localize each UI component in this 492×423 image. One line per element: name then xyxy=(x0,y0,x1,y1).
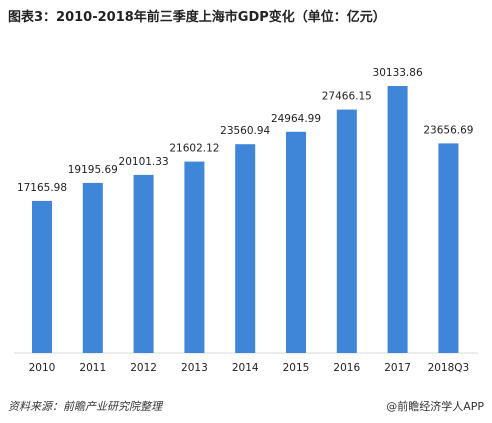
tick-labels-layer: 2010 2011 2012 2013 2014 2015 2016 2017 2018Q3 xyxy=(29,362,470,374)
bar-2013 xyxy=(184,161,205,353)
value-label-2017: 30133.86 xyxy=(373,67,423,79)
chart-title: 图表3：2010-2018年前三季度上海市GDP变化（单位：亿元） xyxy=(8,10,386,25)
x-tick-label-2015: 2015 xyxy=(283,362,310,374)
bar-2016 xyxy=(336,109,357,353)
brand-watermark: @前瞻经济学人APP xyxy=(386,400,484,413)
value-label-2014: 23560.94 xyxy=(220,125,270,137)
x-tick-label-2010: 2010 xyxy=(29,362,56,374)
x-tick-label-2012: 2012 xyxy=(130,362,157,374)
bar-2011 xyxy=(82,182,103,353)
x-tick-label-2018Q3: 2018Q3 xyxy=(428,362,470,374)
bar-2015 xyxy=(286,131,306,353)
value-label-2018Q3: 23656.69 xyxy=(423,124,473,136)
x-tick-label-2011: 2011 xyxy=(79,362,106,374)
value-label-2015: 24964.99 xyxy=(271,113,321,125)
bar-2017 xyxy=(387,86,408,353)
value-label-2011: 19195.69 xyxy=(68,164,118,176)
x-tick-label-2013: 2013 xyxy=(181,362,208,374)
bars-layer xyxy=(32,86,459,353)
bar-2018Q3 xyxy=(438,143,459,353)
value-label-2013: 21602.12 xyxy=(169,143,219,155)
x-tick-label-2014: 2014 xyxy=(232,362,259,374)
value-label-2012: 20101.33 xyxy=(119,156,169,168)
source-note: 资料来源：前瞻产业研究院整理 xyxy=(8,400,162,413)
bar-2010 xyxy=(32,200,52,353)
x-tick-label-2016: 2016 xyxy=(333,362,360,374)
value-label-2016: 27466.15 xyxy=(322,91,372,103)
bar-2014 xyxy=(235,144,256,353)
value-label-2010: 17165.98 xyxy=(17,182,67,194)
value-labels-layer: 17165.9819195.6920101.3321602.1223560.94… xyxy=(17,67,474,194)
x-tick-label-2017: 2017 xyxy=(384,362,411,374)
bar-2012 xyxy=(133,174,154,353)
